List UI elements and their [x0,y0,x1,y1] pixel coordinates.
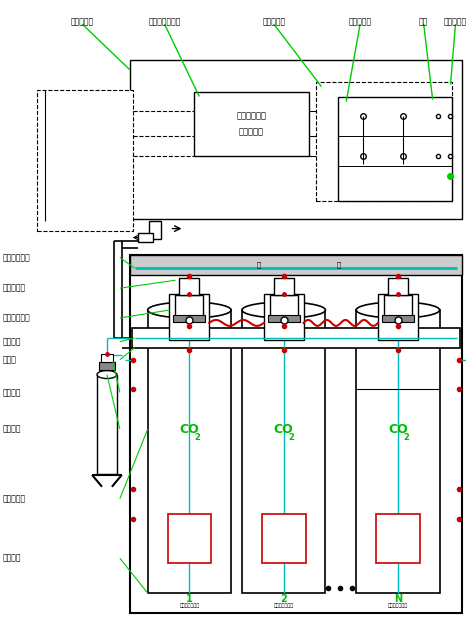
Text: 安全泄放装置: 安全泄放装置 [3,314,30,322]
Text: 放气指示灯: 放气指示灯 [70,17,94,26]
Text: 2: 2 [403,432,409,442]
Bar [138,232,152,242]
Text: N: N [394,594,402,604]
Ellipse shape [242,302,325,318]
Text: 信号反馈装置: 信号反馈装置 [3,253,30,262]
Bar [242,310,325,593]
Bar [268,315,300,322]
Bar [130,60,462,219]
Text: 灭火剂储瓶规格: 灭火剂储瓶规格 [273,603,294,608]
Bar [270,295,298,316]
Bar [38,89,133,231]
Bar [101,354,113,362]
Text: 喷嘴: 喷嘴 [419,17,428,26]
Text: 集流管: 集流管 [3,355,16,364]
Ellipse shape [148,302,231,318]
Bar [317,82,453,201]
Bar [356,310,439,593]
Text: 灭火控制器: 灭火控制器 [239,127,264,136]
Text: 1: 1 [186,594,193,604]
Text: 2: 2 [280,594,287,604]
Ellipse shape [97,371,117,379]
Bar [99,362,115,369]
Bar [148,310,231,593]
Bar [149,221,160,239]
Text: 灭火剂储瓶规格: 灭火剂储瓶规格 [179,603,199,608]
Text: 称重装置: 称重装置 [3,338,21,346]
Text: CO: CO [180,422,199,436]
Text: 感烟探测器: 感烟探测器 [444,17,467,26]
Text: CO: CO [388,422,408,436]
Bar [274,278,294,295]
Text: 控制气管: 控制气管 [3,388,21,397]
Bar [175,295,203,316]
Bar [169,294,209,340]
Bar [338,96,453,201]
Bar [262,514,305,563]
Text: 火灾自动报警: 火灾自动报警 [236,112,266,121]
Text: 灭火剂瓶组: 灭火剂瓶组 [3,494,26,503]
Bar [180,278,199,295]
Text: 凸: 凸 [336,261,340,268]
Text: 启动瓶组: 启动瓶组 [3,424,21,434]
Bar [97,374,117,474]
Bar [384,295,412,316]
Bar [378,294,418,340]
Bar [376,514,420,563]
Text: 紧急启／止按钮: 紧急启／止按钮 [148,17,181,26]
Bar [167,514,211,563]
Text: 2: 2 [289,432,295,442]
Bar [194,92,309,156]
Ellipse shape [356,302,439,318]
Text: 凸: 凸 [257,261,261,268]
Text: 低压高封闭: 低压高封闭 [3,284,26,292]
Bar [264,294,303,340]
Text: 灭火剂储瓶规格: 灭火剂储瓶规格 [388,603,408,608]
Text: 瓶组支架: 瓶组支架 [3,554,21,562]
Text: 2: 2 [194,432,200,442]
Bar [130,256,462,613]
Bar [130,256,462,275]
Text: 声光报警器: 声光报警器 [348,17,372,26]
Text: 感温探测器: 感温探测器 [262,17,285,26]
Bar [382,315,414,322]
Bar [388,278,408,295]
Bar [132,328,461,348]
Bar [174,315,205,322]
Text: CO: CO [274,422,294,436]
